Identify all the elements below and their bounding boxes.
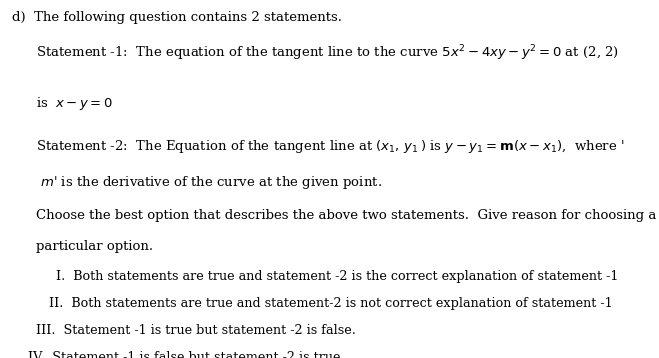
Text: d)  The following question contains 2 statements.: d) The following question contains 2 sta… [12,11,342,24]
Text: particular option.: particular option. [36,240,154,253]
Text: III.  Statement -1 is true but statement -2 is false.: III. Statement -1 is true but statement … [36,324,356,337]
Text: I.  Both statements are true and statement -2 is the correct explanation of stat: I. Both statements are true and statemen… [56,270,618,283]
Text: Choose the best option that describes the above two statements.  Give reason for: Choose the best option that describes th… [36,209,656,222]
Text: is  $x - y = 0$: is $x - y = 0$ [36,95,113,112]
Text: Statement -2:  The Equation of the tangent line at $( x_1,\, y_1\,)$ is $y - y_1: Statement -2: The Equation of the tangen… [36,138,625,155]
Text: IV.  Statement -1 is false but statement -2 is true.: IV. Statement -1 is false but statement … [28,351,345,358]
Text: Statement -1:  The equation of the tangent line to the curve $5x^2 - 4xy - y^2 =: Statement -1: The equation of the tangen… [36,43,619,63]
Text: II.  Both statements are true and statement-2 is not correct explanation of stat: II. Both statements are true and stateme… [49,297,613,310]
Text: $m$' is the derivative of the curve at the given point.: $m$' is the derivative of the curve at t… [36,174,382,190]
